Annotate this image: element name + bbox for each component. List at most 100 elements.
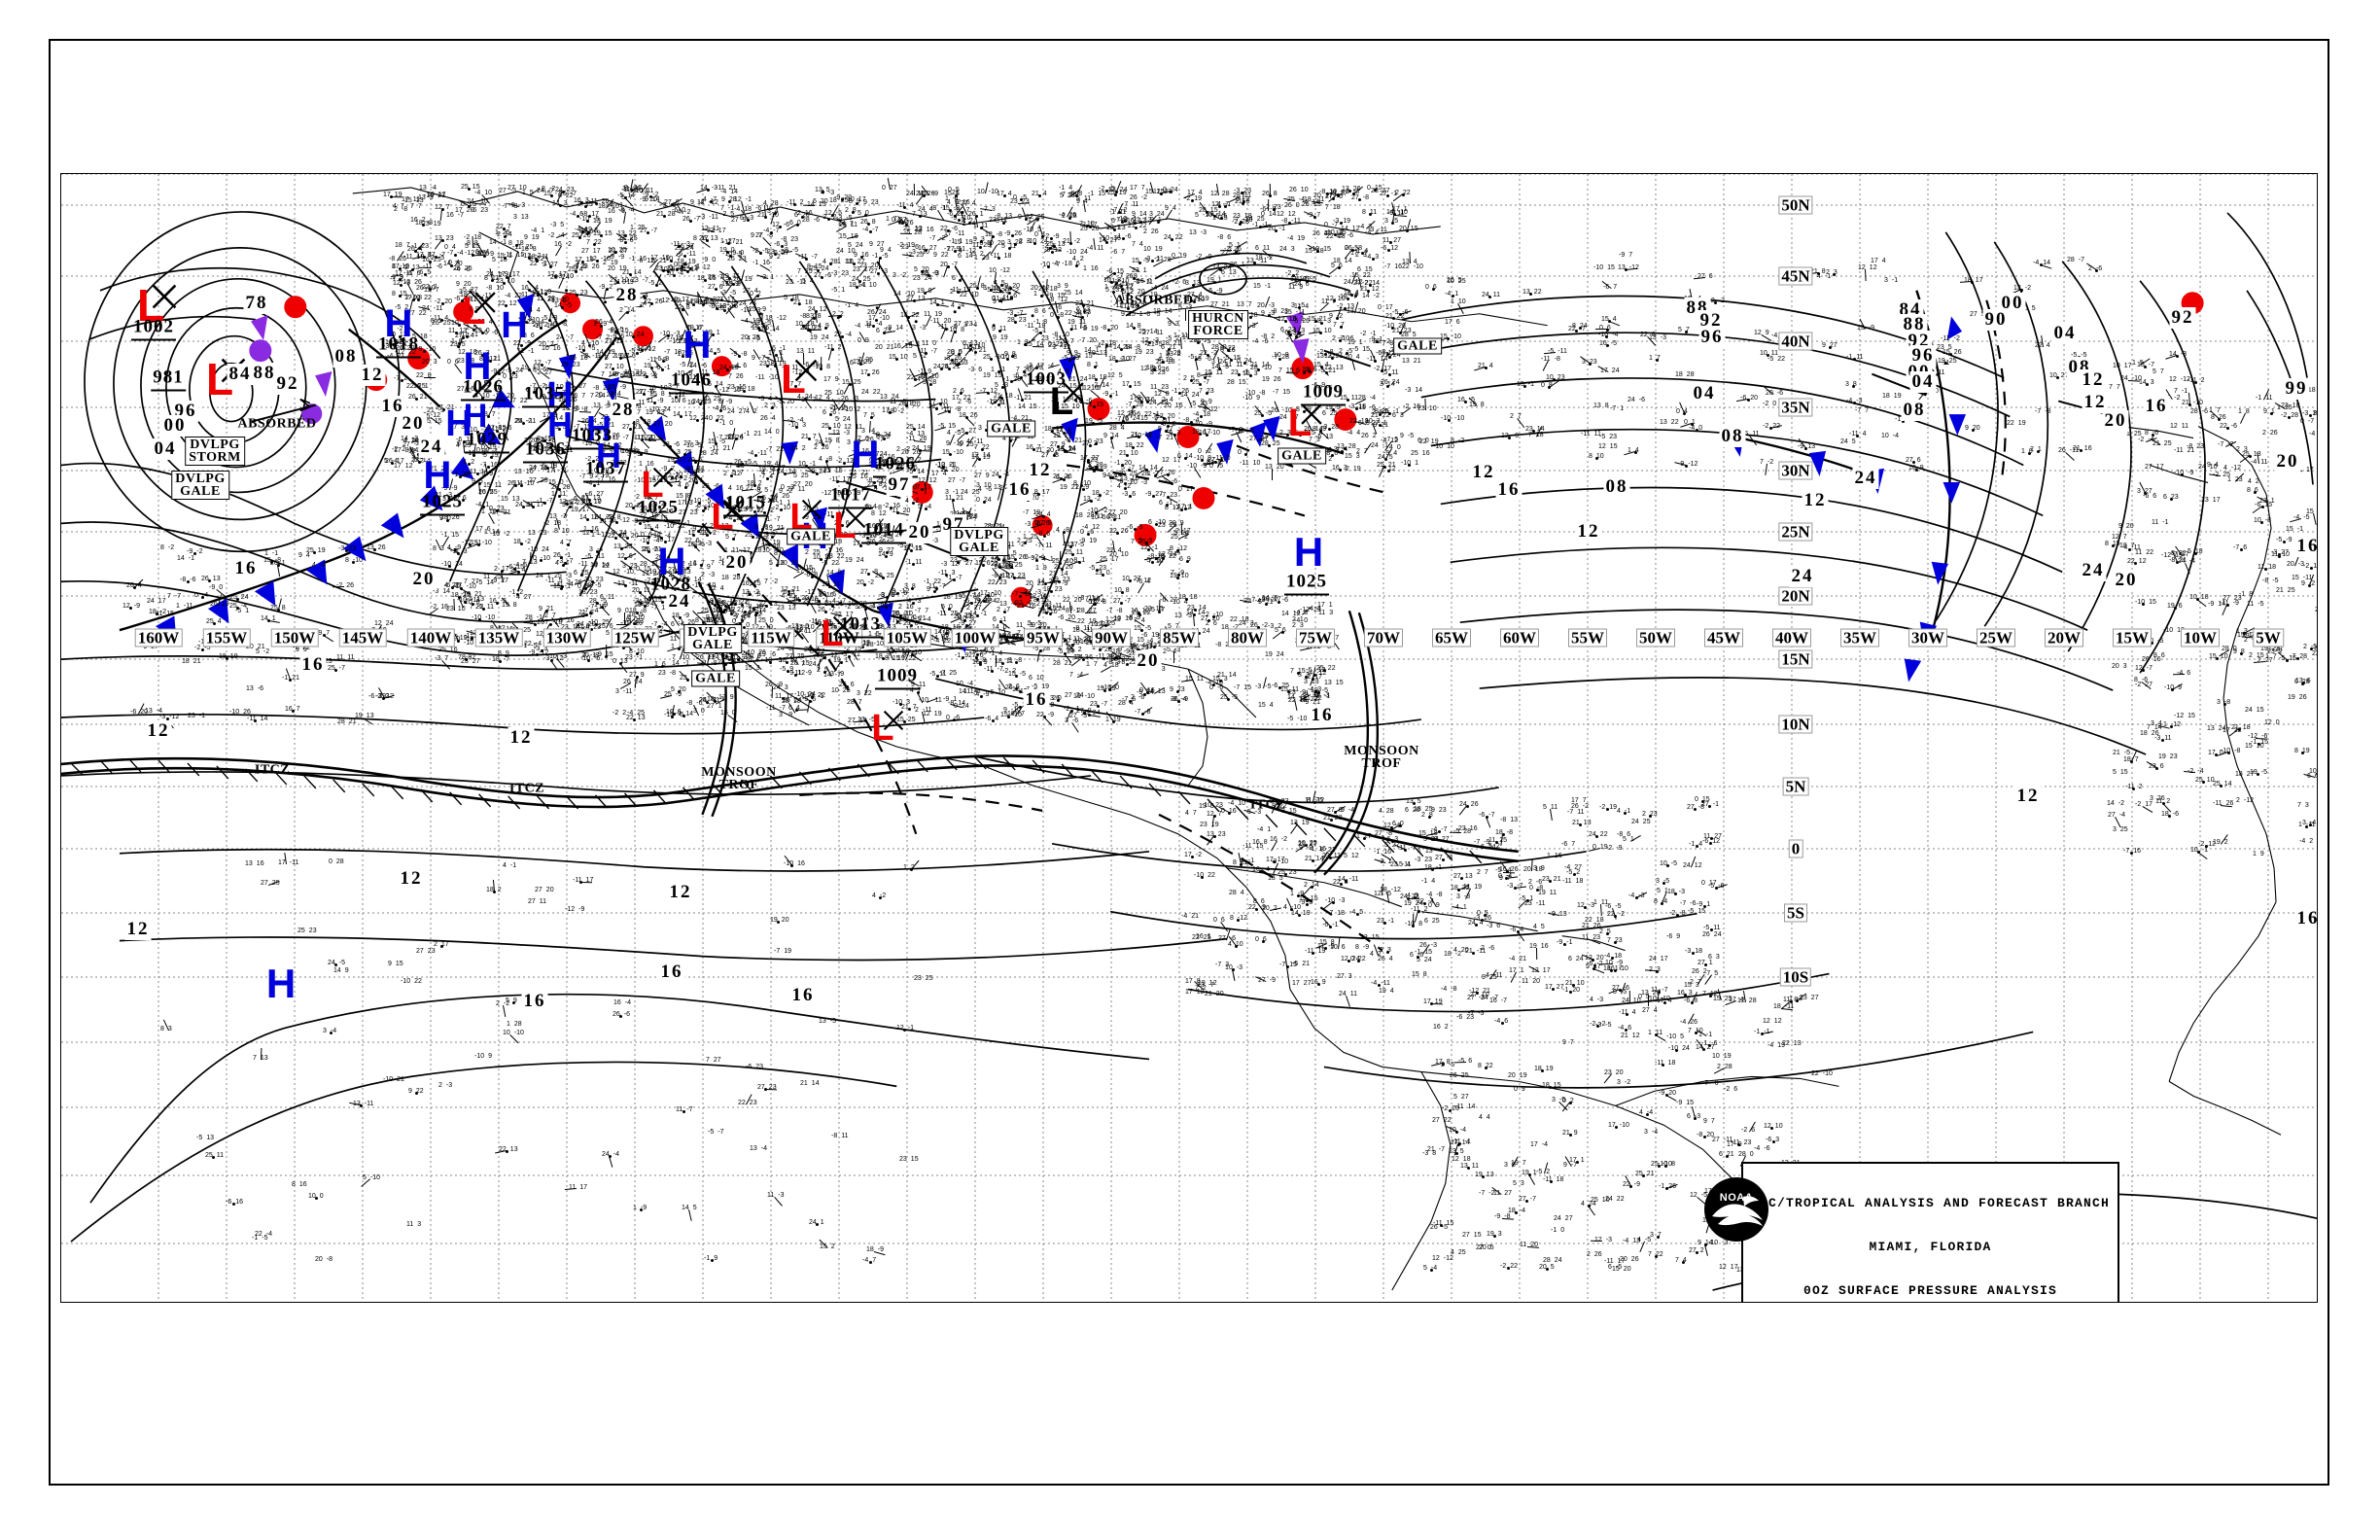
low-pressure-center-24: L bbox=[821, 615, 843, 652]
low-center-cross-0 bbox=[151, 283, 179, 311]
lon-label-50w: 50W bbox=[1636, 628, 1675, 648]
low-pressure-center-23: L bbox=[833, 508, 856, 544]
map-plot-frame: 3 4 21 -2 -8 -10 22 -4 12 13 23 24 -3 5 -8 10 11 0 15 10 14 8… bbox=[60, 173, 2318, 1303]
pressure-value-1015: 1015 bbox=[723, 493, 768, 517]
lon-label-95w: 95W bbox=[1024, 628, 1063, 648]
warning-box-dvlpg-gale-8: DVLPG GALE bbox=[683, 624, 742, 653]
lat-label-0: 0 bbox=[1788, 839, 1803, 858]
pressure-value-1003: 1003 bbox=[1024, 369, 1068, 394]
lat-label-5s: 5S bbox=[1784, 903, 1807, 923]
pressure-value-1017: 1017 bbox=[828, 485, 873, 509]
pressure-value-1033: 1033 bbox=[570, 426, 614, 450]
lon-label-160w: 160W bbox=[134, 628, 183, 648]
lon-label-100w: 100W bbox=[951, 628, 999, 648]
pressure-value-1018: 1018 bbox=[376, 334, 421, 359]
lat-label-40n: 40N bbox=[1778, 332, 1813, 351]
pressure-value-1035: 1035 bbox=[522, 384, 567, 408]
lon-label-55w: 55W bbox=[1568, 628, 1607, 648]
low-pressure-center-22: L bbox=[789, 499, 812, 536]
lon-label-105w: 105W bbox=[883, 628, 931, 648]
lon-label-45w: 45W bbox=[1704, 628, 1743, 648]
high-pressure-center-10: H bbox=[586, 410, 612, 445]
warning-box-gale-9: GALE bbox=[691, 670, 740, 687]
pressure-value-1025: 1025 bbox=[420, 492, 465, 516]
high-pressure-center-13: H bbox=[852, 436, 880, 474]
high-pressure-center-14: H bbox=[658, 542, 686, 581]
lon-label-65w: 65W bbox=[1432, 628, 1471, 648]
high-pressure-center-7: H bbox=[424, 456, 452, 495]
annotation-absorbed-1: ABSORBED bbox=[1114, 294, 1193, 307]
pressure-value-1029: 1029 bbox=[465, 430, 509, 454]
noaa-logo-text: NOAA bbox=[1704, 1192, 1768, 1204]
lon-label-25w: 25W bbox=[1977, 628, 2015, 648]
high-pressure-center-5: H bbox=[445, 405, 472, 442]
lon-label-125w: 125W bbox=[611, 628, 659, 648]
lon-label-30w: 30W bbox=[1908, 628, 1947, 648]
low-pressure-center-25: L bbox=[871, 710, 893, 747]
high-pressure-center-12: H bbox=[683, 326, 712, 365]
lon-label-75w: 75W bbox=[1296, 628, 1335, 648]
pressure-value-1014: 1014 bbox=[861, 520, 906, 544]
low-pressure-center-20: L bbox=[641, 467, 663, 504]
pressure-value-1009: 1009 bbox=[1301, 382, 1346, 406]
isobar-label-88-2: 88 bbox=[251, 363, 278, 384]
warning-box-hurcn-force-3: HURCN FORCE bbox=[1188, 310, 1248, 339]
low-center-cross-25 bbox=[883, 709, 906, 732]
lon-label-85w: 85W bbox=[1160, 628, 1199, 648]
lon-label-35w: 35W bbox=[1840, 628, 1879, 648]
lon-label-60w: 60W bbox=[1500, 628, 1539, 648]
noaa-seagull-icon bbox=[1705, 1178, 1768, 1241]
high-pressure-center-6: H bbox=[464, 400, 488, 433]
pressure-value-1036: 1036 bbox=[523, 439, 568, 464]
lat-label-5n: 5N bbox=[1782, 777, 1809, 796]
analysis-contours bbox=[61, 187, 2317, 1291]
coordinate-label-layer: 160W155W150W145W140W135W130W125W120W115W… bbox=[61, 174, 2317, 1302]
annotation-monsoon-trof-6: MONSOON TROF bbox=[1344, 745, 1418, 771]
warning-box-dvlpg-storm-0: DVLPG STORM bbox=[185, 437, 245, 466]
low-center-cross-24 bbox=[832, 614, 856, 638]
pressure-value-1025: 1025 bbox=[636, 498, 681, 522]
isobar-label-84-1: 84 bbox=[227, 364, 254, 385]
pressure-value-1025: 1025 bbox=[1284, 572, 1329, 596]
isobar-label-92-3: 92 bbox=[274, 373, 301, 395]
lon-label-15w: 15W bbox=[2113, 628, 2152, 648]
lon-label-145w: 145W bbox=[338, 628, 387, 648]
lat-label-50n: 50N bbox=[1778, 195, 1813, 215]
pressure-value-1037: 1037 bbox=[583, 459, 628, 483]
high-pressure-center-2: H bbox=[385, 304, 413, 343]
isobar-label-78-0: 78 bbox=[243, 293, 270, 314]
high-pressure-center-3: H bbox=[464, 347, 492, 386]
lon-label-80w: 80W bbox=[1228, 628, 1267, 648]
warning-box-dvlpg-gale-1: DVLPG GALE bbox=[171, 471, 229, 500]
annotation-itcz-2: ITCZ bbox=[255, 763, 290, 777]
warning-box-gale-4: GALE bbox=[1393, 337, 1442, 355]
lon-label-10w: 10W bbox=[2181, 628, 2220, 648]
lon-label-90w: 90W bbox=[1092, 628, 1131, 648]
isobar-label-layer: 78 84 88 92 96 00 04 08 12 16 20 24 16 20 16 12 12 12 12 16… bbox=[61, 174, 2317, 1302]
annotation-monsoon-trof-5: MONSOON TROF bbox=[701, 766, 776, 792]
low-center-cross-18 bbox=[473, 291, 498, 315]
lat-label-35n: 35N bbox=[1778, 398, 1813, 417]
lat-label-30n: 30N bbox=[1778, 461, 1813, 480]
warning-box-layer: DVLPG STORM DVLPG GALE GALE HURCN FORCE GALE… bbox=[61, 174, 2317, 1302]
high-pressure-center-11: H bbox=[596, 438, 621, 472]
low-center-cross-27 bbox=[1300, 402, 1324, 427]
noaa-logo: NOAA bbox=[1704, 1177, 1768, 1242]
lat-label-25n: 25N bbox=[1778, 522, 1813, 542]
lat-label-10s: 10S bbox=[1779, 967, 1812, 987]
lon-label-70w: 70W bbox=[1364, 628, 1403, 648]
title-block: NHC/TROPICAL ANALYSIS AND FORECAST BRANC… bbox=[1741, 1162, 2120, 1302]
lon-label-155w: 155W bbox=[202, 628, 251, 648]
high-pressure-center-4: H bbox=[501, 307, 527, 344]
annotation-absorbed-0: ABSORBED bbox=[237, 417, 316, 431]
lon-label-115w: 115W bbox=[748, 628, 794, 648]
low-center-cross-19 bbox=[793, 358, 819, 383]
pressure-center-layer: L 1002 L 981 H 1018 H 1026 H H 1029 H H 1025 H 1035 H 103… bbox=[61, 174, 2317, 1302]
low-center-cross-26 bbox=[1062, 381, 1086, 405]
pressure-value-1009: 1009 bbox=[875, 666, 920, 690]
pressure-value-1046: 1046 bbox=[669, 370, 714, 395]
title-line-city: MIAMI, FLORIDA bbox=[1751, 1240, 2110, 1254]
low-center-cross-22 bbox=[801, 498, 824, 521]
title-line-product: 0OZ SURFACE PRESSURE ANALYSIS bbox=[1751, 1283, 2110, 1298]
